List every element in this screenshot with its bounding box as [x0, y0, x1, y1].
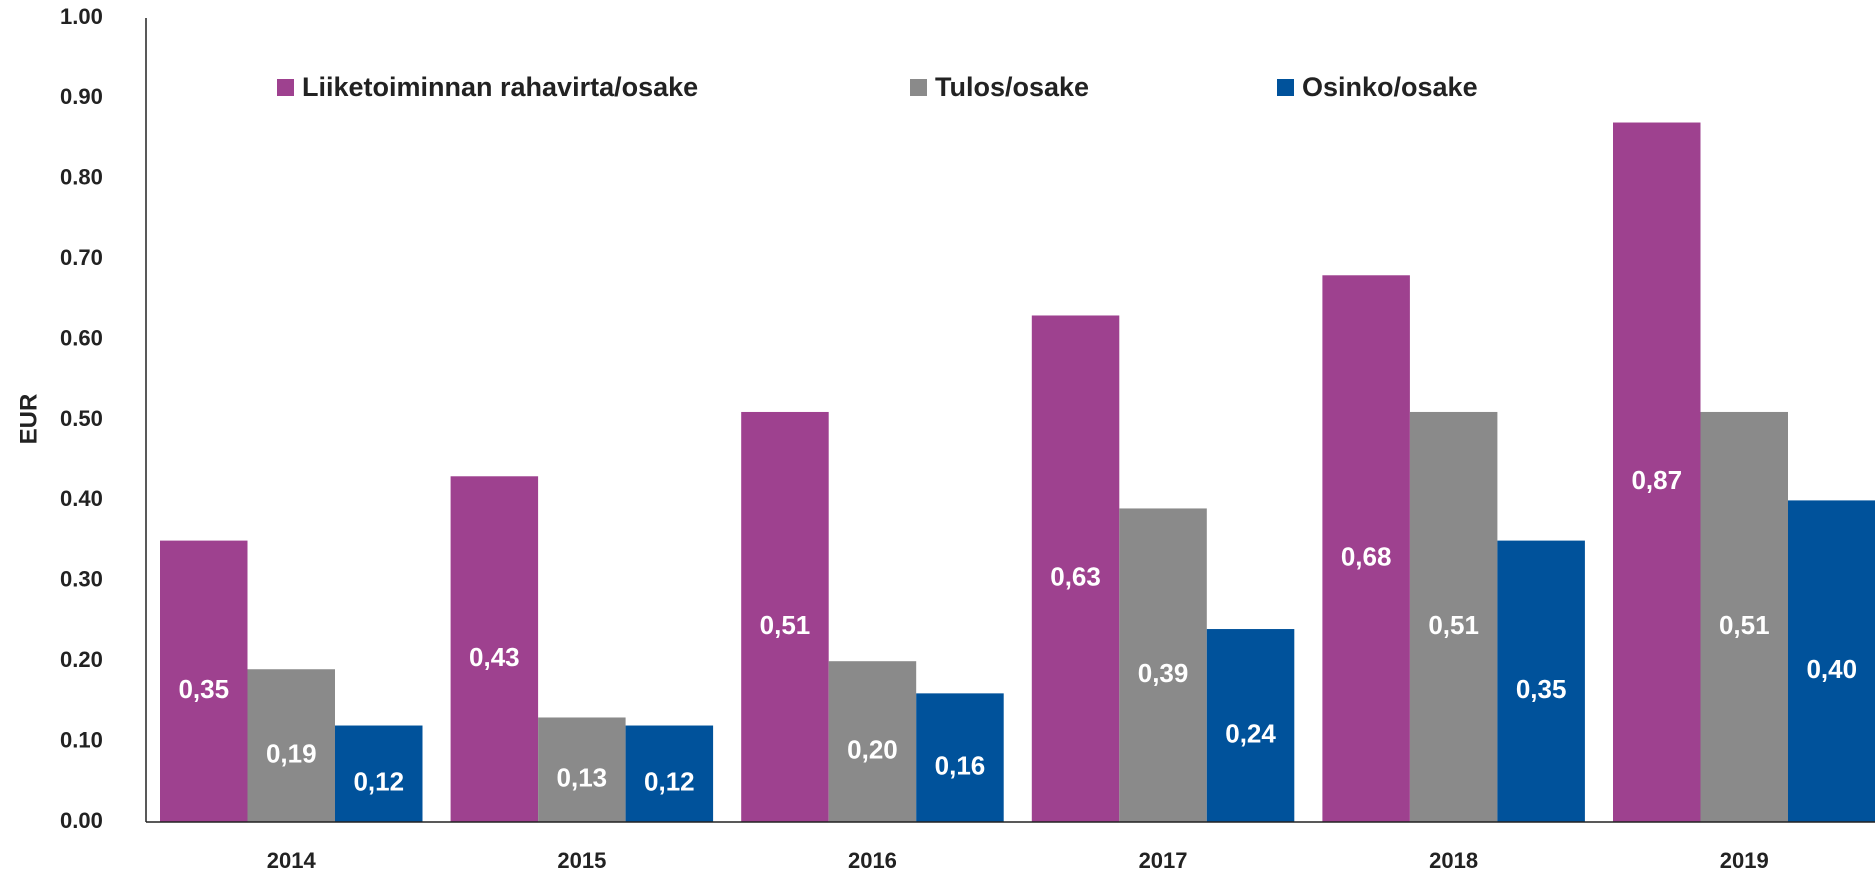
legend-swatch	[277, 79, 294, 96]
bar	[916, 693, 1004, 822]
y-tick-label: 0.30	[60, 567, 103, 592]
bar	[538, 717, 626, 822]
value-label: 0,51	[1428, 610, 1479, 640]
y-tick-label: 0.00	[60, 808, 103, 833]
value-label: 0,63	[1050, 562, 1101, 592]
y-tick-label: 1.00	[60, 4, 103, 29]
bar	[1409, 411, 1498, 822]
bar	[160, 540, 248, 822]
bar	[741, 411, 829, 822]
legend-label: Tulos/osake	[935, 72, 1089, 102]
y-axis-label: EUR	[15, 394, 42, 445]
y-tick-label: 0.10	[60, 727, 103, 752]
bar	[625, 725, 714, 822]
value-label: 0,51	[1719, 610, 1770, 640]
value-label: 0,12	[353, 767, 404, 797]
bar	[1497, 540, 1585, 822]
value-label: 0,35	[178, 674, 229, 704]
bar	[1119, 508, 1207, 822]
bar	[1788, 500, 1875, 822]
value-label: 0,43	[469, 642, 520, 672]
y-tick-label: 0.70	[60, 245, 103, 270]
bar	[828, 661, 917, 822]
value-label: 0,51	[760, 610, 811, 640]
y-tick-label: 0.80	[60, 165, 103, 190]
bar	[1322, 275, 1410, 822]
x-tick-label: 2015	[557, 848, 606, 873]
bar	[1700, 411, 1788, 822]
x-tick-label: 2017	[1139, 848, 1188, 873]
legend-swatch	[1277, 79, 1294, 96]
y-tick-label: 0.50	[60, 406, 103, 431]
bar	[1613, 122, 1701, 822]
x-tick-label: 2014	[267, 848, 317, 873]
y-tick-label: 0.60	[60, 325, 103, 350]
bar	[1206, 629, 1295, 822]
x-tick-label: 2018	[1429, 848, 1478, 873]
y-tick-label: 0.20	[60, 647, 103, 672]
value-label: 0,39	[1138, 658, 1189, 688]
legend-label: Osinko/osake	[1302, 72, 1478, 102]
value-label: 0,87	[1631, 465, 1682, 495]
value-label: 0,35	[1516, 674, 1567, 704]
value-label: 0,13	[557, 763, 608, 793]
value-label: 0,68	[1341, 542, 1392, 572]
value-label: 0,19	[266, 738, 317, 768]
value-label: 0,12	[644, 767, 695, 797]
value-label: 0,24	[1225, 718, 1276, 748]
value-label: 0,16	[935, 751, 986, 781]
x-tick-label: 2019	[1720, 848, 1769, 873]
y-tick-label: 0.90	[60, 84, 103, 109]
bar	[450, 476, 539, 822]
bar	[335, 725, 423, 822]
value-label: 0,20	[847, 734, 898, 764]
bar	[247, 669, 335, 822]
x-tick-label: 2016	[848, 848, 897, 873]
y-tick-label: 0.40	[60, 486, 103, 511]
legend-label: Liiketoiminnan rahavirta/osake	[302, 72, 698, 102]
bar	[1031, 315, 1120, 822]
legend-swatch	[910, 79, 927, 96]
value-label: 0,40	[1806, 654, 1857, 684]
